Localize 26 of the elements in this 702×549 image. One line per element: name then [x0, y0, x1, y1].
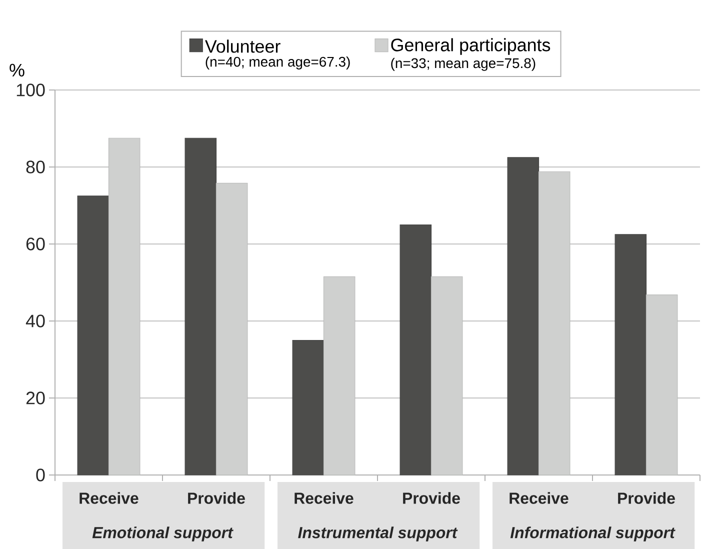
x-tick-label: Provide	[403, 492, 460, 504]
text: (n=33; mean age=75.8)	[391, 58, 536, 71]
y-axis-title: %	[10, 64, 24, 76]
bar	[400, 224, 432, 476]
bar	[507, 157, 540, 476]
text: Informational support	[510, 526, 676, 542]
bar	[184, 138, 217, 476]
legend-label: General participants	[391, 38, 550, 55]
text: (n=40; mean age=67.3)	[206, 56, 350, 70]
y-tick-label: 40	[26, 314, 45, 328]
y-tick-label: 100	[16, 84, 45, 96]
y-tick-label: 20	[26, 392, 45, 404]
legend-label: Volunteer	[205, 40, 280, 53]
x-tick-label: Receive	[80, 492, 138, 504]
x-tick-label: Receive	[294, 492, 354, 504]
x-tick-label: Provide	[188, 492, 245, 504]
bar	[614, 234, 647, 476]
bar	[77, 196, 110, 476]
y-tick-label: 80	[26, 160, 45, 174]
text: Emotional support	[92, 526, 234, 542]
y-tick-label: 60	[26, 238, 45, 250]
x-tick-label: Provide	[618, 492, 675, 504]
x-tick-label: Receive	[510, 492, 568, 504]
y-tick-label: 0	[36, 468, 45, 482]
text: Instrumental support	[298, 526, 458, 542]
bar	[292, 340, 324, 476]
